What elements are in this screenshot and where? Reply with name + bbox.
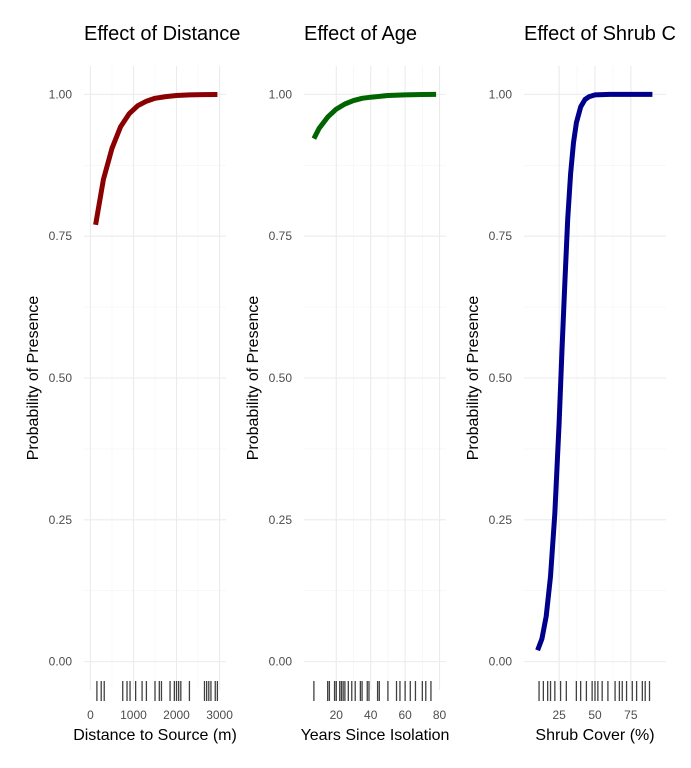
series-line <box>311 91 437 140</box>
y-tick-label: 0.25 <box>489 513 513 527</box>
panel-age: 0.00 0.25 0.50 0.75 1.00 20 40 60 80 Effect of Ag… <box>245 23 449 744</box>
x-tick-label: 75 <box>624 708 638 722</box>
y-tick-label: 0.75 <box>489 229 513 243</box>
x-tick-label: 40 <box>364 708 378 722</box>
y-tick-label: 0.25 <box>269 513 293 527</box>
x-tick-label: 50 <box>588 708 602 722</box>
y-tick-label: 1.00 <box>49 87 73 101</box>
x-tick-label: 25 <box>552 708 566 722</box>
panel-distance: 0.00 0.25 0.50 0.75 1.00 0 1000 2000 3000 Effect … <box>25 23 240 744</box>
panel-title: Effect of Age <box>304 23 417 45</box>
panel-shrub-cover: 0.00 0.25 0.50 0.75 1.00 25 50 75 Effect of Shru… <box>465 23 676 744</box>
x-tick-label: 3000 <box>206 708 233 722</box>
x-axis-label: Shrub Cover (%) <box>535 727 654 744</box>
y-tick-label: 1.00 <box>489 87 513 101</box>
y-axis-label: Probability of Presence <box>465 296 482 461</box>
x-tick-label: 1000 <box>120 708 147 722</box>
y-tick-label: 0.50 <box>49 371 73 385</box>
y-tick-label: 0.75 <box>269 229 293 243</box>
x-axis-label: Years Since Isolation <box>301 727 450 744</box>
y-tick-label: 0.50 <box>489 371 513 385</box>
panel-title: Effect of Shrub C <box>524 23 676 45</box>
panel-title: Effect of Distance <box>84 23 240 45</box>
y-tick-label: 0.00 <box>49 655 73 669</box>
x-tick-label: 20 <box>330 708 344 722</box>
x-tick-label: 60 <box>398 708 412 722</box>
x-tick-label: 0 <box>87 708 94 722</box>
y-tick-label: 0.00 <box>269 655 293 669</box>
x-tick-label: 80 <box>433 708 447 722</box>
y-tick-label: 1.00 <box>269 87 293 101</box>
x-axis-label: Distance to Source (m) <box>73 727 237 744</box>
y-tick-label: 0.75 <box>49 229 73 243</box>
series-line <box>93 92 218 226</box>
y-tick-label: 0.50 <box>269 371 293 385</box>
x-tick-label: 2000 <box>163 708 190 722</box>
y-axis-label: Probability of Presence <box>25 296 42 461</box>
y-tick-label: 0.00 <box>489 655 513 669</box>
y-tick-label: 0.25 <box>49 513 73 527</box>
y-axis-label: Probability of Presence <box>245 296 262 461</box>
series-line <box>535 91 653 652</box>
